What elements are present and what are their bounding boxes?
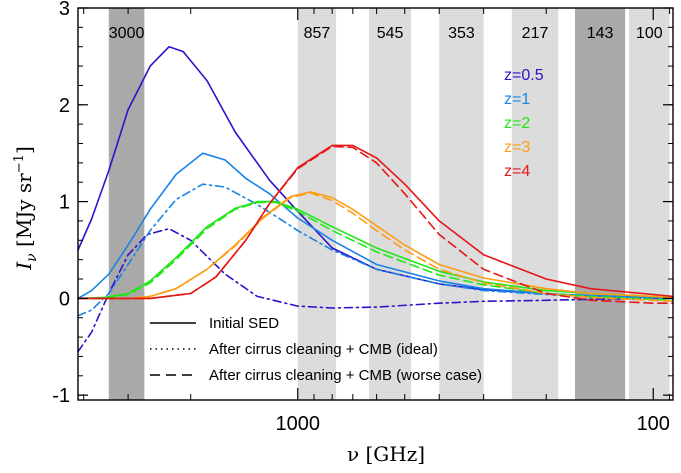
x-tick-label: 1000 xyxy=(275,413,320,435)
series-label-z-4: z=4 xyxy=(504,163,530,180)
y-tick-label: 3 xyxy=(59,0,70,20)
band-label-545: 545 xyxy=(377,25,404,42)
y-tick-label: 0 xyxy=(59,288,70,310)
band-217 xyxy=(511,8,559,400)
series-label-z-2: z=2 xyxy=(504,115,530,132)
y-axis-title: Iν [MJy sr−1] xyxy=(12,146,40,271)
series-label-z-0p5: z=0.5 xyxy=(504,67,544,84)
y-tick-label: 2 xyxy=(59,95,70,117)
legend: Initial SED After cirrus cleaning + CMB (… xyxy=(150,315,482,384)
band-label-3000: 3000 xyxy=(109,25,145,42)
y-tick-label: -1 xyxy=(52,385,70,407)
curve-layer xyxy=(77,45,674,353)
legend-label-dashed: After cirrus cleaning + CMB (worse case) xyxy=(209,367,482,384)
legend-label-dotted: After cirrus cleaning + CMB (ideal) xyxy=(209,341,438,358)
x-axis-title: ν [GHz] xyxy=(347,442,425,466)
plot-frame xyxy=(77,7,674,401)
axes-layer: 3 2 1 0 -1 1000 100 xyxy=(52,0,674,435)
curve-z-2-solid xyxy=(77,200,674,300)
y-tick-label: 1 xyxy=(59,192,70,214)
curve-z-0p5-dashdot xyxy=(77,227,674,353)
band-label-143: 143 xyxy=(587,25,614,42)
x-tick-label: 100 xyxy=(637,413,670,435)
curve-z-4-dashed xyxy=(77,145,674,304)
band-label-857: 857 xyxy=(304,25,331,42)
band-545 xyxy=(369,8,412,400)
legend-label-solid: Initial SED xyxy=(209,315,279,332)
band-label-100: 100 xyxy=(636,25,663,42)
band-label-217: 217 xyxy=(522,25,549,42)
band-layer: 3000 857 545 353 217 143 100 xyxy=(108,8,670,400)
band-143 xyxy=(575,8,626,400)
band-857 xyxy=(297,8,337,400)
band-3000 xyxy=(108,8,145,400)
series-label-z-1: z=1 xyxy=(504,91,530,108)
band-100 xyxy=(629,8,670,400)
label-layer: z=0.5 z=1 z=2 z=3 z=4 xyxy=(504,67,544,180)
band-353 xyxy=(439,8,484,400)
series-label-z-3: z=3 xyxy=(504,139,530,156)
band-label-353: 353 xyxy=(448,25,475,42)
curve-z-1-dashdot xyxy=(77,183,674,317)
